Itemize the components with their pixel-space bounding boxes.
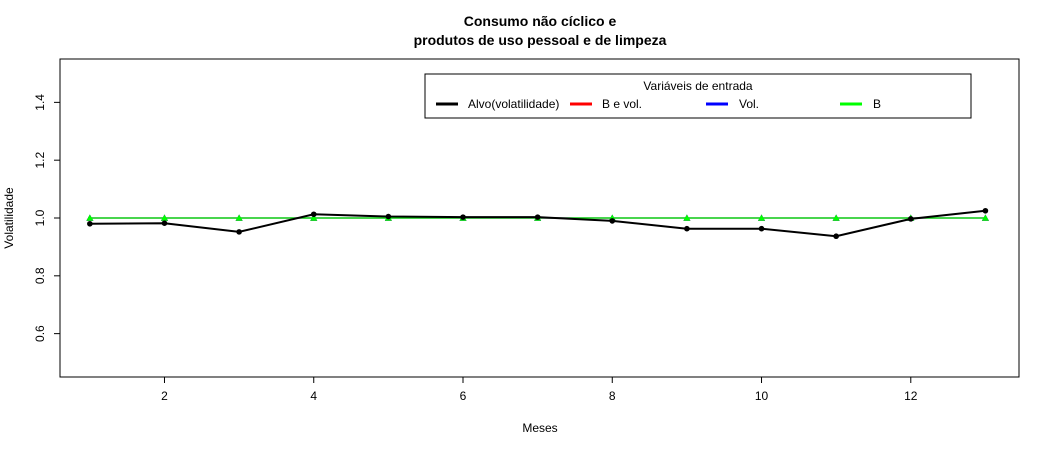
legend-title: Variáveis de entrada	[643, 79, 753, 93]
data-point-alvo-volatilidade	[161, 220, 168, 227]
y-tick-label: 1.2	[33, 152, 47, 169]
data-point-b	[832, 214, 840, 221]
legend: Variáveis de entrada Alvo(volatilidade) …	[424, 73, 972, 119]
x-tick-label: 4	[310, 389, 317, 403]
data-point-b	[981, 214, 989, 221]
data-point-alvo-volatilidade	[385, 213, 392, 220]
data-point-alvo-volatilidade	[758, 225, 765, 232]
x-tick-label: 2	[161, 389, 168, 403]
legend-label-b-e-vol: B e vol.	[602, 97, 642, 111]
data-point-alvo-volatilidade	[609, 218, 616, 224]
y-axis-label: Volatilidade	[2, 187, 16, 249]
y-tick-label: 1.4	[33, 94, 47, 111]
x-axis: 2 4 6 8 10 12	[161, 377, 918, 403]
data-point-b	[160, 214, 168, 221]
data-point-b	[86, 214, 94, 221]
data-point-b	[310, 214, 318, 221]
series-layer	[86, 207, 989, 240]
legend-label-vol: Vol.	[739, 97, 759, 111]
chart-title-line-1: Consumo não cíclico e	[464, 13, 617, 29]
x-tick-label: 8	[609, 389, 616, 403]
data-point-alvo-volatilidade	[534, 214, 541, 220]
x-axis-label: Meses	[522, 421, 557, 435]
data-point-alvo-volatilidade	[833, 233, 839, 240]
y-tick-label: 1.0	[33, 209, 47, 226]
x-tick-label: 12	[904, 389, 918, 403]
data-point-alvo-volatilidade	[982, 207, 989, 214]
data-point-alvo-volatilidade	[236, 229, 242, 235]
data-point-b	[235, 214, 243, 221]
x-tick-label: 6	[460, 389, 467, 403]
y-axis: 0.6 0.8 1.0 1.2 1.4	[33, 94, 60, 342]
data-point-alvo-volatilidade	[310, 211, 317, 218]
data-point-b	[758, 214, 766, 221]
series-alvo-volatilidade	[87, 207, 989, 240]
data-point-alvo-volatilidade	[684, 225, 690, 232]
y-tick-label: 0.6	[33, 325, 47, 342]
data-point-b	[683, 214, 691, 221]
y-tick-label: 0.8	[33, 267, 47, 284]
x-tick-label: 10	[755, 389, 769, 403]
data-point-alvo-volatilidade	[460, 214, 466, 220]
legend-label-alvo: Alvo(volatilidade)	[468, 97, 559, 111]
legend-box	[424, 73, 972, 119]
chart-title-line-2: produtos de uso pessoal e de limpeza	[414, 32, 667, 48]
data-point-alvo-volatilidade	[907, 216, 914, 222]
data-point-alvo-volatilidade	[87, 220, 93, 227]
legend-label-b: B	[873, 97, 881, 111]
